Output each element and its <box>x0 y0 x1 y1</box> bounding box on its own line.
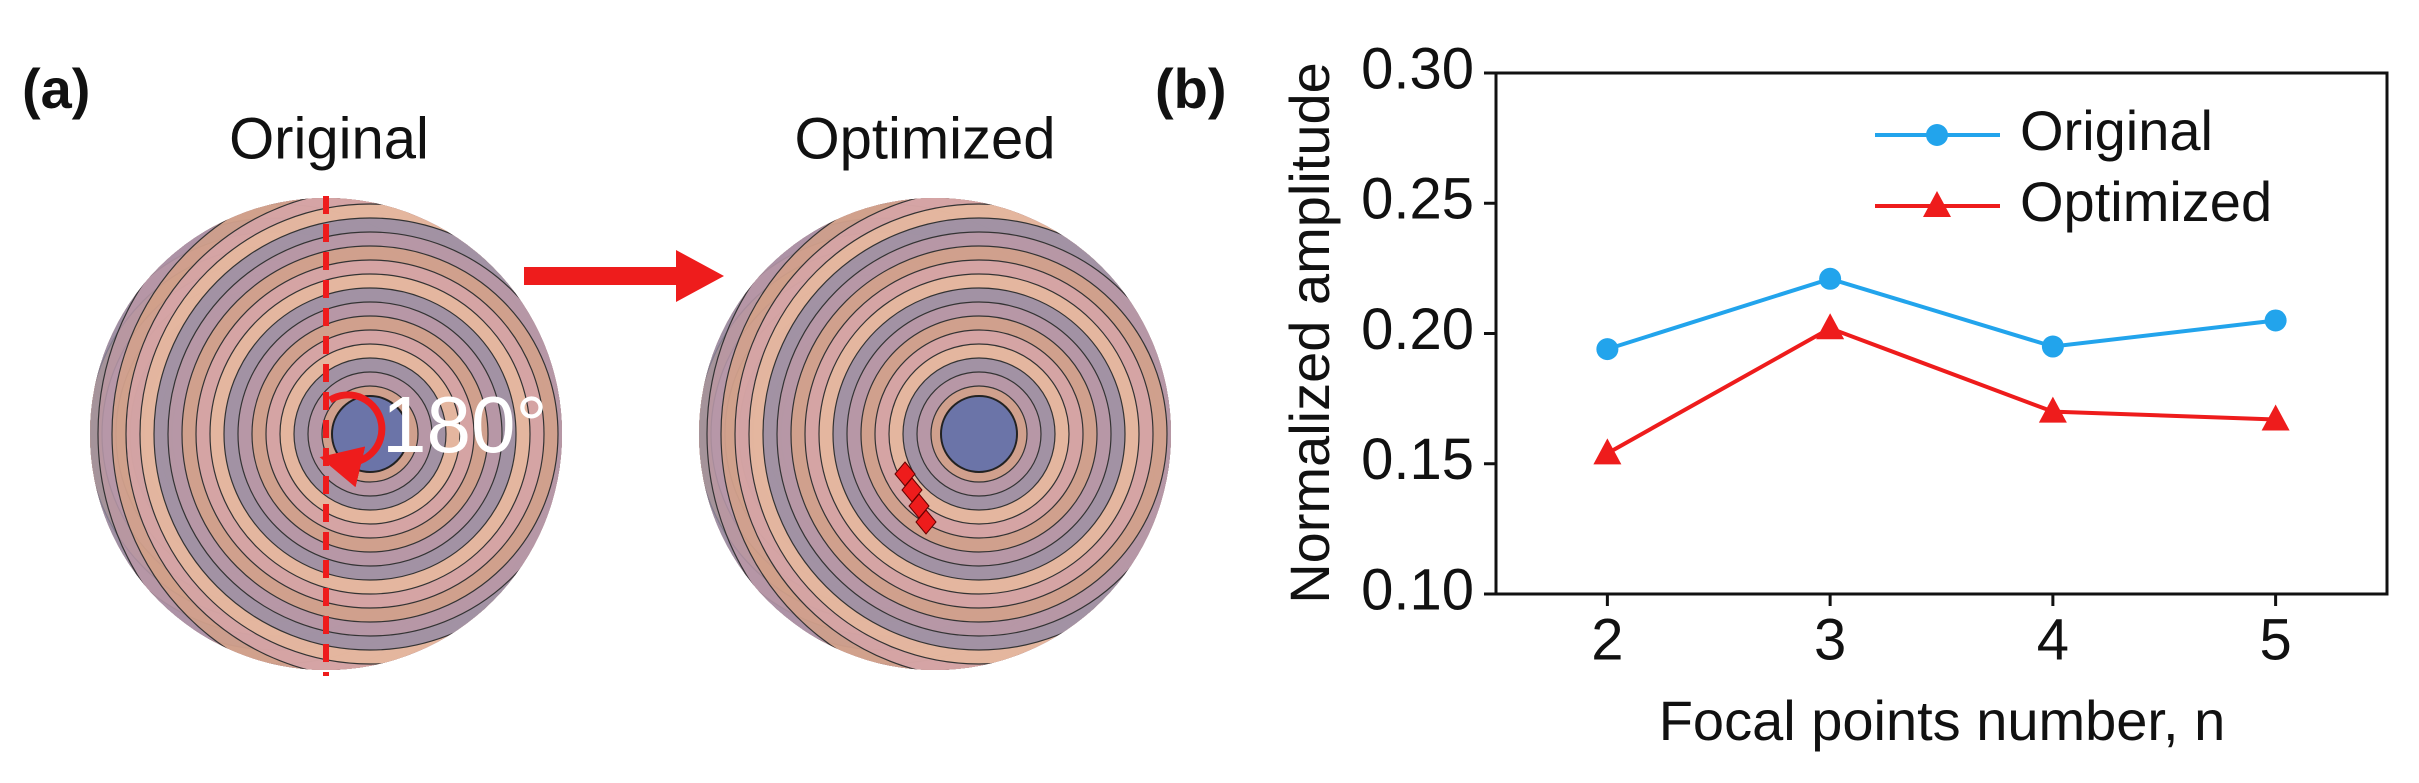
legend-marker <box>1923 191 1951 217</box>
lens-title: Original <box>229 106 429 171</box>
data-point <box>2038 396 2067 423</box>
y-tick-label: 0.15 <box>1361 427 1474 492</box>
y-tick-label: 0.25 <box>1361 167 1474 232</box>
x-tick-label: 2 <box>1591 607 1623 672</box>
data-point <box>2264 309 2287 332</box>
lens-title: Optimized <box>794 106 1055 171</box>
data-point <box>2041 335 2064 358</box>
x-tick-label: 3 <box>1814 607 1846 672</box>
x-tick-label: 4 <box>2037 607 2069 672</box>
y-tick-label: 0.30 <box>1361 36 1474 101</box>
panel-label: (a) <box>22 57 90 120</box>
y-tick-label: 0.20 <box>1361 297 1474 362</box>
data-point <box>1596 338 1619 361</box>
series-line <box>1606 276 2276 352</box>
legend-label: Original <box>2020 99 2213 162</box>
plot-frame <box>1494 71 2389 596</box>
transform-arrowhead <box>676 250 724 302</box>
data-point <box>2261 404 2290 431</box>
data-point <box>1816 313 1845 340</box>
x-tick-label: 5 <box>2259 607 2291 672</box>
y-axis-label: Normalized amplitude <box>1278 62 1341 604</box>
angle-label: 180° <box>382 380 547 469</box>
lens-original <box>90 198 562 670</box>
x-axis-label: Focal points number, n <box>1659 689 2226 752</box>
legend-label: Optimized <box>2020 170 2272 233</box>
focus <box>940 395 1018 473</box>
phase-fix-marks <box>894 461 937 535</box>
rotation-arrow <box>319 391 386 488</box>
data-point <box>1593 438 1622 465</box>
lens-optimized <box>699 198 1171 670</box>
legend-marker <box>1926 124 1948 146</box>
y-tick-label: 0.10 <box>1361 557 1474 622</box>
series-line <box>1606 326 2276 456</box>
data-point <box>1819 267 1842 290</box>
panel-label: (b) <box>1155 57 1227 120</box>
